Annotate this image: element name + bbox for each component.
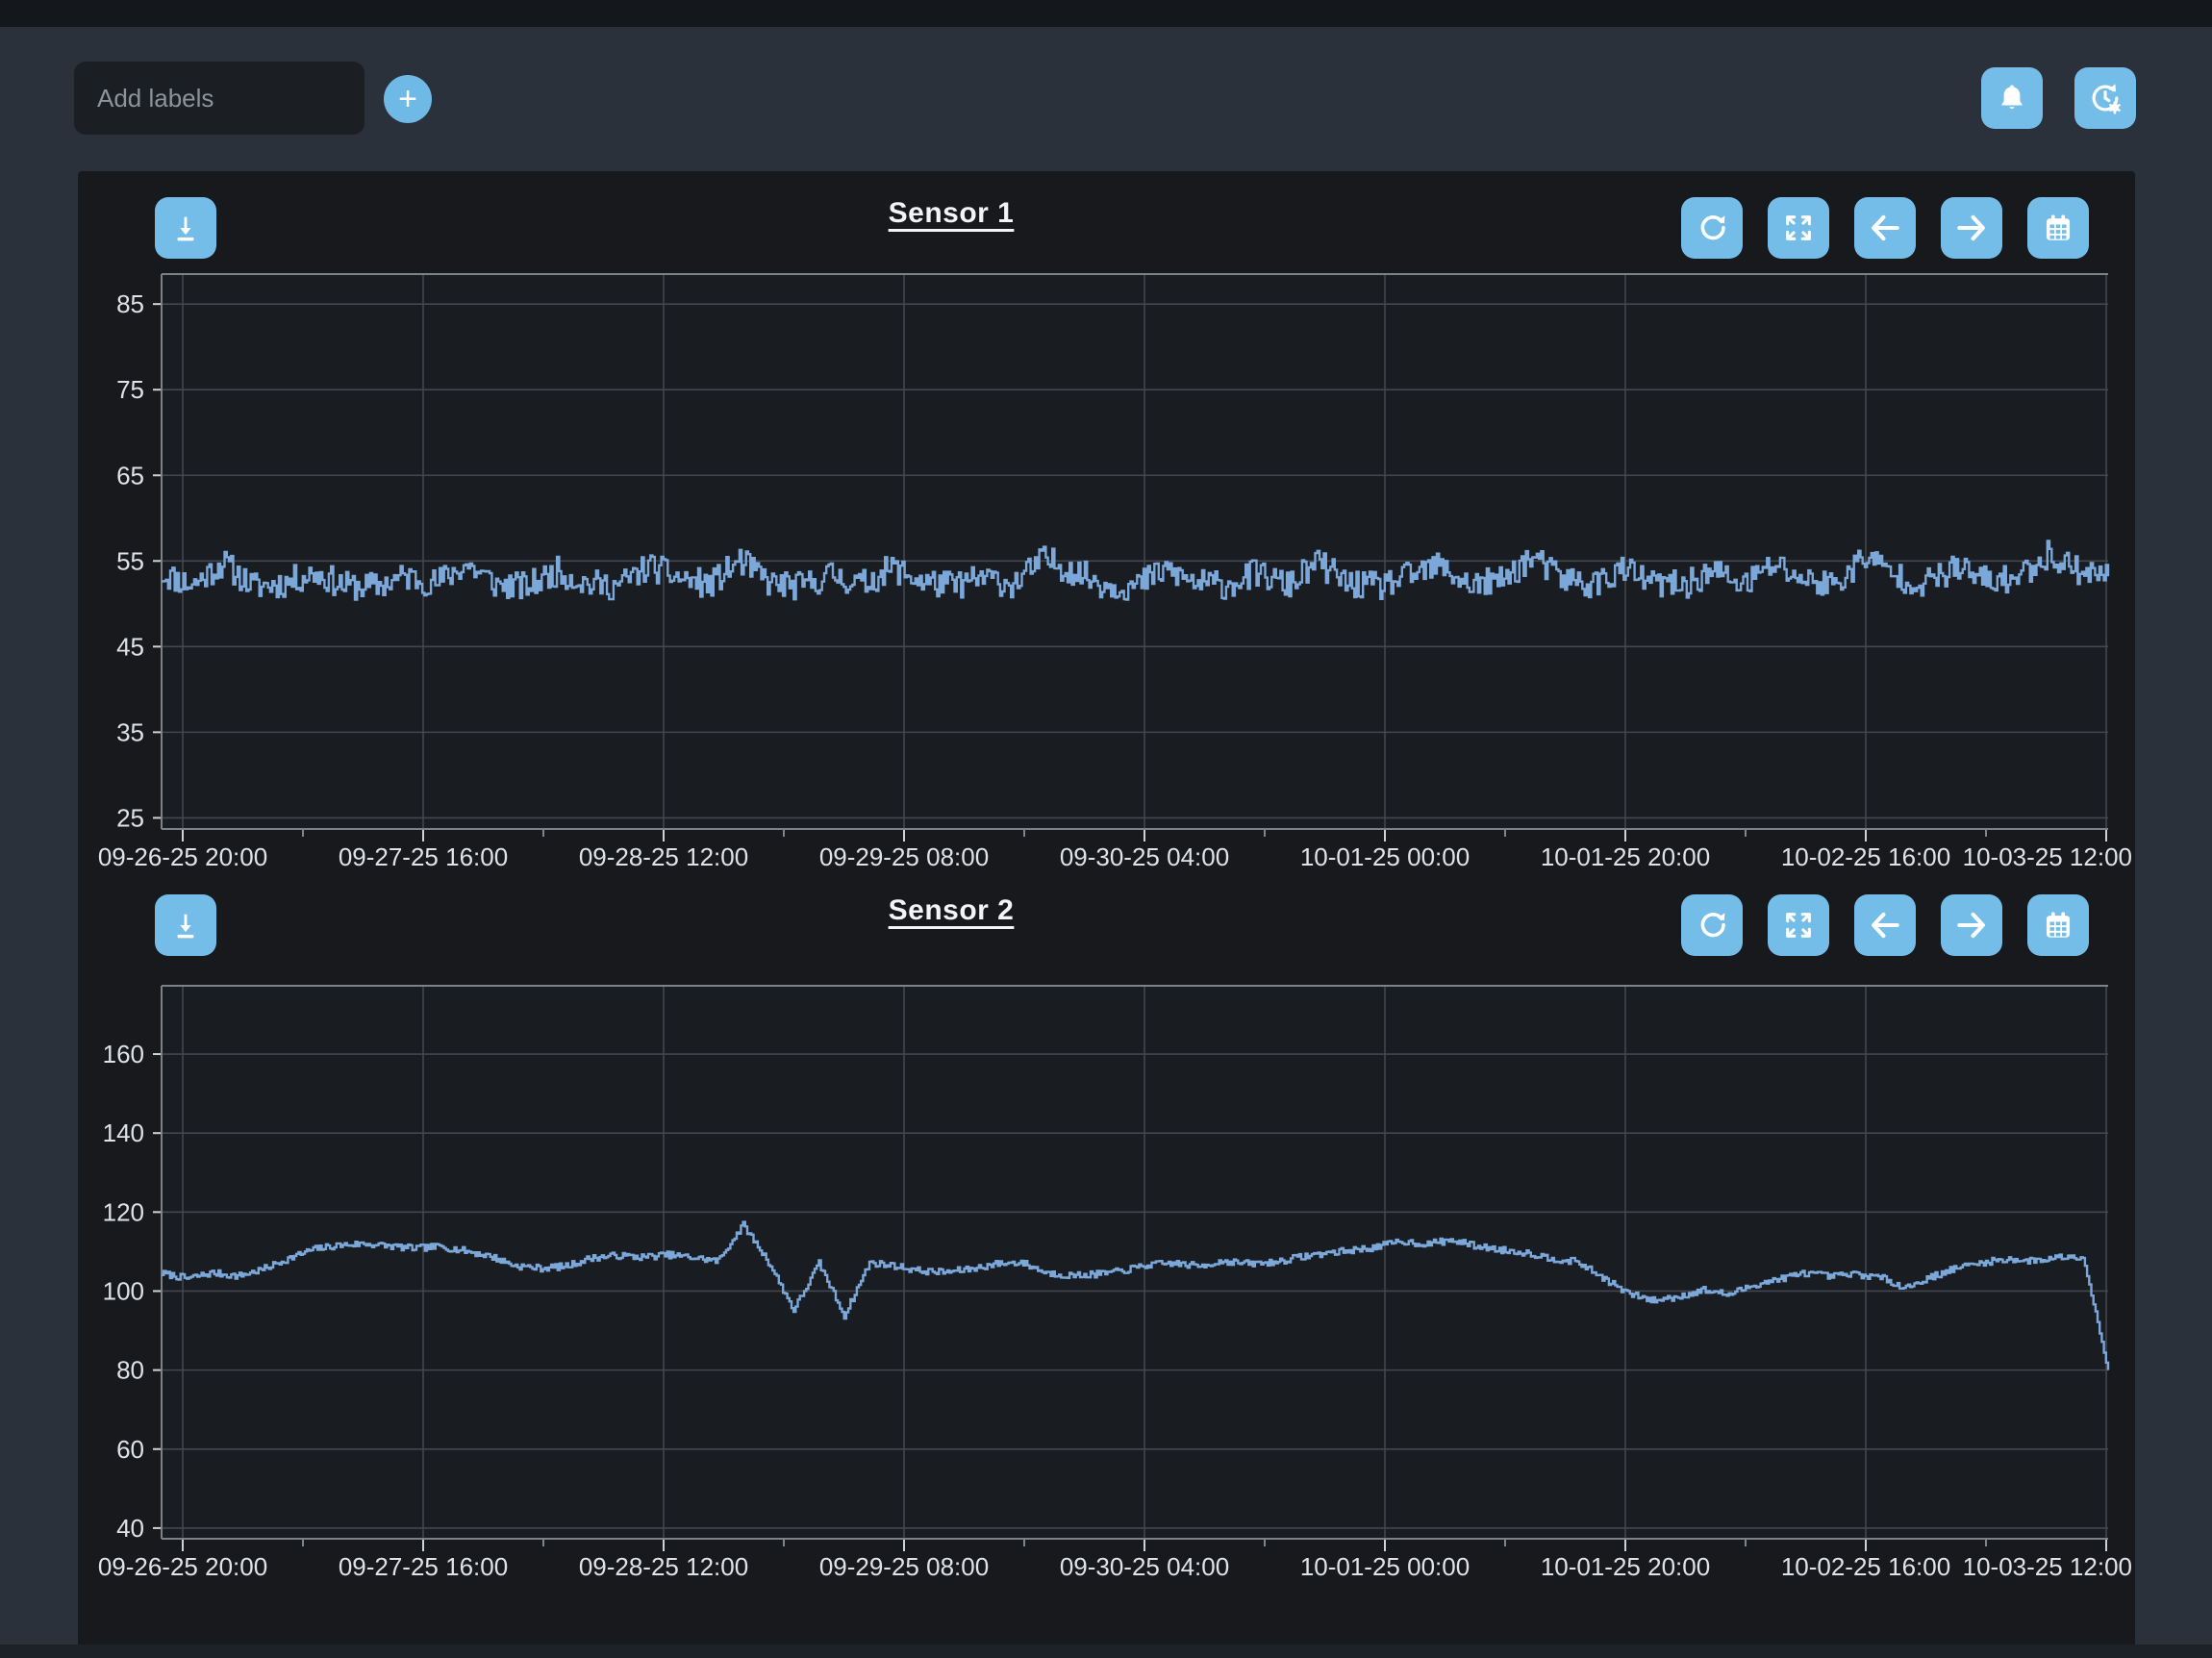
x-tick-label: 10-01-25 20:00 [1541, 1552, 1710, 1581]
y-tick-label: 25 [116, 803, 144, 832]
sensor-1-chart[interactable]: 09-26-25 20:00 09-27-25 16:00 09-28-25 12:… [78, 267, 2135, 883]
x-tick-label: 09-29-25 08:00 [819, 1552, 989, 1581]
expand-button-sensor-2[interactable] [1768, 894, 1829, 956]
download-icon [169, 909, 202, 942]
pan-right-button-sensor-2[interactable] [1941, 894, 2002, 956]
chart-title-sensor-1: Sensor 1 [888, 197, 1015, 229]
x-tick-label: 10-01-25 00:00 [1300, 842, 1470, 871]
refresh-button-sensor-1[interactable] [1681, 197, 1743, 259]
download-button-sensor-1[interactable] [155, 197, 216, 259]
add-labels-input[interactable] [74, 62, 364, 135]
axis-border [161, 985, 2108, 1540]
bell-icon [1995, 81, 2029, 115]
calendar-button-sensor-2[interactable] [2027, 894, 2089, 956]
y-tick-label: 100 [103, 1276, 144, 1305]
plot-area [162, 986, 2108, 1539]
x-tick-label: 10-02-25 16:00 [1781, 1552, 1950, 1581]
y-tick-label: 40 [116, 1514, 144, 1543]
plot-area [162, 274, 2108, 829]
add-label-button[interactable]: + [384, 75, 432, 123]
sensor-2-chart[interactable]: 09-26-25 20:00 09-27-25 16:00 09-28-25 12:… [78, 979, 2135, 1595]
refresh-button-sensor-2[interactable] [1681, 894, 1743, 956]
sensor-2-trace [162, 1220, 2110, 1370]
x-tick-label: 09-28-25 12:00 [579, 842, 748, 871]
expand-icon [1782, 909, 1815, 942]
x-tick-label: 10-01-25 20:00 [1541, 842, 1710, 871]
x-tick-label: 10-03-25 12:00 [1963, 842, 2132, 871]
arrow-right-icon [1953, 210, 1990, 246]
arrow-left-icon [1867, 907, 1903, 943]
calendar-button-sensor-1[interactable] [2027, 197, 2089, 259]
y-tick-label: 65 [116, 461, 144, 490]
x-tick-label: 09-27-25 16:00 [339, 842, 508, 871]
arrow-left-icon [1867, 210, 1903, 246]
bottom-window-strip [0, 1645, 2212, 1658]
pan-right-button-sensor-1[interactable] [1941, 197, 2002, 259]
notifications-button[interactable] [1981, 67, 2043, 129]
refresh-icon [1695, 908, 1729, 942]
x-tick-label: 09-30-25 04:00 [1060, 842, 1229, 871]
charts-panel: Sensor 1 [78, 171, 2135, 1658]
x-tick-label: 09-30-25 04:00 [1060, 1552, 1229, 1581]
y-tick-label: 80 [116, 1356, 144, 1385]
x-tick-label: 09-29-25 08:00 [819, 842, 989, 871]
top-window-strip [0, 0, 2212, 27]
x-tick-label: 10-02-25 16:00 [1781, 842, 1950, 871]
x-tick-label: 09-26-25 20:00 [98, 1552, 267, 1581]
x-tick-label: 10-01-25 00:00 [1300, 1552, 1470, 1581]
axis-border [161, 273, 2108, 830]
x-tick-label: 09-26-25 20:00 [98, 842, 267, 871]
pan-left-button-sensor-1[interactable] [1854, 197, 1916, 259]
sensor-1-trace [162, 540, 2110, 601]
history-settings-icon [2087, 80, 2124, 116]
y-tick-label: 55 [116, 546, 144, 575]
expand-icon [1782, 212, 1815, 244]
pan-left-button-sensor-2[interactable] [1854, 894, 1916, 956]
y-tick-label: 140 [103, 1118, 144, 1147]
chart-title-sensor-2: Sensor 2 [888, 894, 1015, 926]
refresh-icon [1695, 211, 1729, 245]
arrow-right-icon [1953, 907, 1990, 943]
x-tick-label: 09-27-25 16:00 [339, 1552, 508, 1581]
download-button-sensor-2[interactable] [155, 894, 216, 956]
calendar-icon [2042, 909, 2074, 942]
y-tick-label: 75 [116, 375, 144, 404]
calendar-icon [2042, 212, 2074, 244]
expand-button-sensor-1[interactable] [1768, 197, 1829, 259]
y-tick-label: 45 [116, 632, 144, 661]
y-tick-label: 160 [103, 1040, 144, 1068]
gear-icon [2109, 101, 2121, 114]
y-tick-label: 35 [116, 717, 144, 746]
x-tick-label: 09-28-25 12:00 [579, 1552, 748, 1581]
y-tick-label: 85 [116, 289, 144, 318]
y-tick-label: 60 [116, 1435, 144, 1464]
y-tick-label: 120 [103, 1197, 144, 1226]
x-tick-label: 10-03-25 12:00 [1963, 1552, 2132, 1581]
download-icon [169, 212, 202, 244]
history-settings-button[interactable] [2074, 67, 2136, 129]
